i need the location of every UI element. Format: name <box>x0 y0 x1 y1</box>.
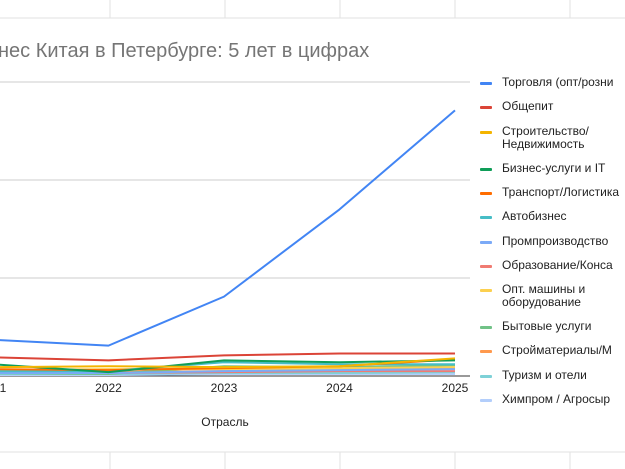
legend-swatch <box>480 167 492 171</box>
legend-label: Бизнес-услуги и IT <box>502 160 606 175</box>
series-line <box>0 352 455 362</box>
legend-swatch <box>480 289 492 293</box>
x-tick-label: 2025 <box>442 381 469 395</box>
legend-swatch <box>480 399 492 402</box>
legend-swatch <box>480 326 492 330</box>
legend-item: Стройматериалы/М <box>480 344 625 357</box>
legend-item: Автобизнес <box>480 210 625 223</box>
series-line <box>0 359 456 374</box>
legend-item: Опт. машины и оборудование <box>480 283 625 309</box>
legend-label: Химпром / Агросыр <box>502 392 611 406</box>
legend-item: Образование/Конса <box>480 257 625 272</box>
legend-swatch <box>480 106 492 110</box>
x-axis-label: Отрасль <box>201 415 248 429</box>
legend-label: Образование/Конса <box>502 257 613 272</box>
legend-swatch <box>480 130 492 134</box>
chart-title: нес Китая в Петербурге: 5 лет в цифрах <box>0 40 369 62</box>
legend-label: Общепит <box>502 99 554 114</box>
legend-item: Торговля (опт/розни <box>480 76 625 89</box>
x-tick-label: 2021 <box>0 381 7 395</box>
legend-swatch <box>480 350 492 354</box>
legend-item: Строительство/Недвижимость <box>480 123 625 151</box>
legend-swatch <box>480 264 492 268</box>
legend-swatch <box>480 240 492 244</box>
legend-item: Химпром / Агросыр <box>480 393 625 406</box>
legend-label: Транспорт/Логистика <box>502 184 620 199</box>
legend-item: Промпроизводство <box>480 233 625 248</box>
legend-label: Автобизнес <box>502 209 567 224</box>
legend-label: Промпроизводство <box>502 233 609 248</box>
legend-item: Туризм и отели <box>480 367 625 382</box>
legend-swatch <box>480 374 492 378</box>
legend-item: Бытовые услуги <box>480 320 625 333</box>
legend-swatch <box>480 191 492 195</box>
series-line <box>0 357 456 369</box>
legend-label: Туризм и отели <box>502 367 587 382</box>
legend-swatch <box>480 216 492 220</box>
legend-label: Бытовые услуги <box>502 319 592 334</box>
x-tick-label: 2022 <box>95 381 122 395</box>
x-tick-label: 2023 <box>211 381 238 395</box>
series-line <box>0 368 456 375</box>
legend-item: Общепит <box>480 100 625 113</box>
legend-label: Опт. машины и оборудование <box>502 282 586 310</box>
legend-item: Транспорт/Логистика <box>480 184 625 199</box>
series-line <box>0 109 456 347</box>
legend-label: Стройматериалы/М <box>502 343 612 358</box>
x-tick-label: 2024 <box>326 381 353 395</box>
legend-label: Торговля (опт/розни <box>502 75 614 89</box>
legend-swatch <box>480 82 492 85</box>
legend-item: Бизнес-услуги и IT <box>480 160 625 175</box>
legend-label: Строительство/Недвижимость <box>502 123 589 151</box>
